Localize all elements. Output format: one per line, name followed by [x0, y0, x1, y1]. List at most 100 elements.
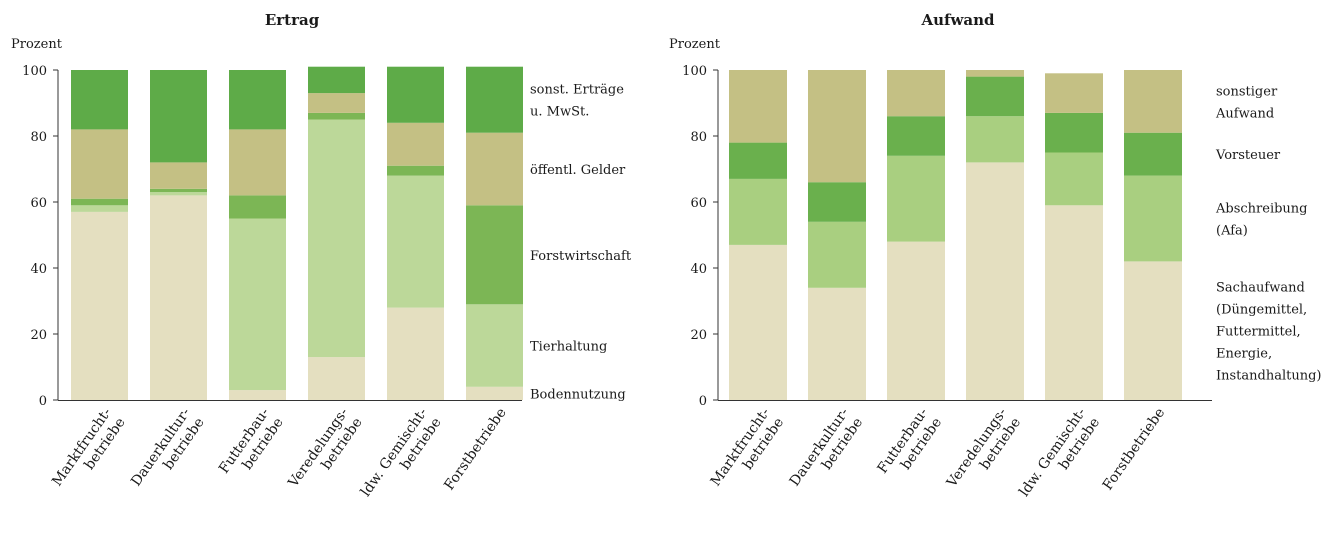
category-label: Dauerkultur-betriebe [787, 405, 867, 499]
legend-label-line: u. MwSt. [530, 105, 589, 120]
legend-label-line: Bodennutzung [530, 387, 626, 402]
y-tick-label: 60 [30, 196, 47, 211]
bar-segment [71, 211, 128, 400]
bar-segment [150, 195, 207, 400]
bar-segment [308, 93, 365, 113]
bar-segment [808, 70, 866, 183]
legend-label: Abschreibung (Afa) [1215, 202, 1308, 239]
bar-segment [1045, 152, 1103, 206]
bar-segment [229, 218, 286, 391]
bar-segment [308, 357, 365, 400]
bar-segment [1045, 73, 1103, 113]
legend-label: Vorsteuer [1215, 148, 1281, 163]
y-axis-label: Prozent [11, 37, 63, 52]
bar-segment [887, 241, 945, 400]
bar-segment [808, 287, 866, 400]
bar-segment [1045, 205, 1103, 400]
category-label-line: Forstbetriebe [441, 405, 509, 493]
bar-segment [71, 70, 128, 130]
legend-label-line: Tierhaltung [530, 340, 607, 355]
y-tick-label: 80 [690, 130, 707, 145]
bar-segment [808, 182, 866, 222]
bar-segment [887, 70, 945, 117]
bar-segment [150, 162, 207, 189]
bar-segment [308, 112, 365, 120]
bar-segment [466, 304, 523, 387]
legend-label-line: öffentl. Gelder [530, 163, 626, 178]
chart-title: Aufwand [920, 11, 995, 29]
bar-segment [150, 70, 207, 163]
legend-label-line: (Afa) [1216, 224, 1248, 239]
legend-label: öffentl. Gelder [530, 163, 626, 178]
bar-segment [387, 307, 444, 400]
bar-segment [308, 66, 365, 94]
y-tick-label: 60 [690, 196, 707, 211]
legend-label: Bodennutzung [530, 387, 626, 402]
category-label: Forstbetriebe [441, 405, 509, 493]
bar-segment [1124, 132, 1182, 176]
legend-label: Forstwirtschaft [530, 249, 632, 264]
category-label: ldw. Gemischt-betriebe [1016, 405, 1103, 510]
y-tick-label: 20 [690, 328, 707, 343]
category-label: Futterbau-betriebe [875, 405, 946, 486]
bar-segment [1045, 112, 1103, 153]
category-label-line: Forstbetriebe [1100, 405, 1168, 493]
category-label: Dauerkultur-betriebe [128, 405, 208, 499]
legend-label-line: Instandhaltung) [1216, 369, 1322, 384]
bar-segment [229, 390, 286, 400]
legend-label-line: Sachaufwand [1216, 281, 1305, 296]
legend-label-line: (Düngemittel, [1216, 303, 1307, 318]
bar-segment [966, 116, 1024, 163]
bar-segment [71, 198, 128, 206]
chart-2: Aufwand Prozent 0 20 40 60 80 100 Marktfrucht-be… [669, 11, 1322, 510]
legend-label-line: Aufwand [1215, 106, 1274, 121]
bar-segment [387, 66, 444, 123]
bar-segment [966, 162, 1024, 400]
bar-segment [229, 195, 286, 219]
bar-segment [966, 70, 1024, 77]
category-label: ldw. Gemischt-betriebe [358, 405, 445, 510]
bar-segment [308, 119, 365, 358]
bar-segment [387, 165, 444, 176]
y-tick-label: 40 [30, 262, 47, 277]
bar-segment [466, 132, 523, 206]
bar-segment [966, 76, 1024, 117]
y-axis-label: Prozent [669, 37, 721, 52]
legend-label: Sachaufwand (Düngemittel, Futtermittel, Ene… [1216, 281, 1322, 384]
bar-segment [466, 66, 523, 133]
bar-segment [150, 192, 207, 196]
bar-segment [229, 70, 286, 130]
bar-segment [71, 129, 128, 199]
bar-segment [229, 129, 286, 196]
bar-segment [808, 221, 866, 288]
legend-label-line: Abschreibung [1215, 202, 1308, 217]
y-tick-label: 100 [22, 64, 47, 79]
y-tick-label: 80 [30, 130, 47, 145]
legend-label: Tierhaltung [530, 340, 607, 355]
bar-segment [387, 175, 444, 308]
bar-segment [887, 155, 945, 242]
chart-title: Ertrag [265, 11, 320, 29]
bar-segment [729, 70, 787, 143]
y-tick-label: 0 [699, 394, 707, 409]
y-tick-label: 0 [39, 394, 47, 409]
bar-segment [1124, 261, 1182, 400]
bar-segment [729, 142, 787, 179]
legend-label-line: Forstwirtschaft [530, 249, 632, 264]
category-label: Veredelungs-betriebe [285, 405, 366, 501]
legend-label-line: sonstiger [1216, 84, 1278, 99]
bar-segment [387, 122, 444, 166]
legend-label-line: Energie, [1216, 347, 1272, 362]
category-label: Veredelungs-betriebe [943, 405, 1024, 501]
legend-label: sonst. Erträge u. MwSt. [530, 83, 624, 120]
bar-segment [729, 244, 787, 400]
bar-segment [1124, 70, 1182, 133]
bar-segment [150, 188, 207, 193]
category-label: Marktfrucht-betriebe [708, 405, 788, 499]
legend-label-line: Futtermittel, [1216, 325, 1301, 340]
bar-segment [729, 178, 787, 245]
y-tick-label: 100 [682, 64, 707, 79]
bar-segment [71, 205, 128, 212]
